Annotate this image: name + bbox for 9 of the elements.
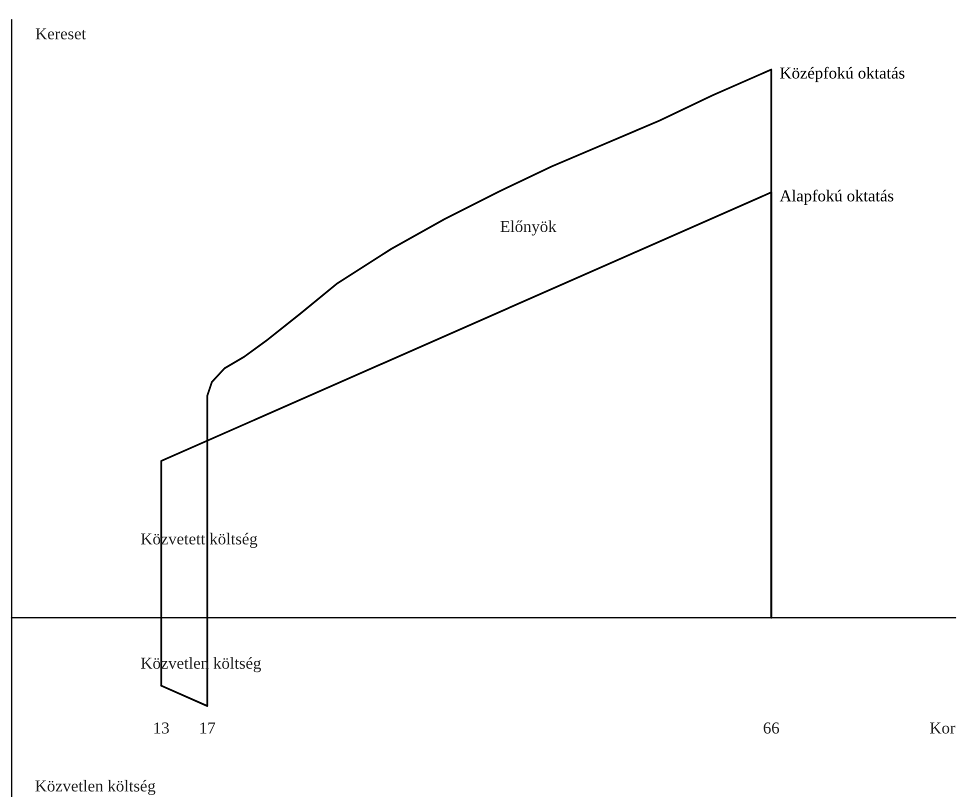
x-tick-label: 13 — [154, 722, 169, 734]
x-tick-label: 17 — [200, 722, 216, 734]
series-label: Középfokú oktatás — [780, 66, 904, 82]
text: Közvetlen költség — [35, 780, 156, 796]
series-label: Alapfokú oktatás — [780, 190, 894, 205]
x-axis-title: Kor — [930, 722, 956, 734]
annotation: Előnyök — [500, 220, 556, 236]
x-tick-label: 66 — [764, 722, 780, 734]
y-axis-title: Kereset — [36, 28, 86, 40]
